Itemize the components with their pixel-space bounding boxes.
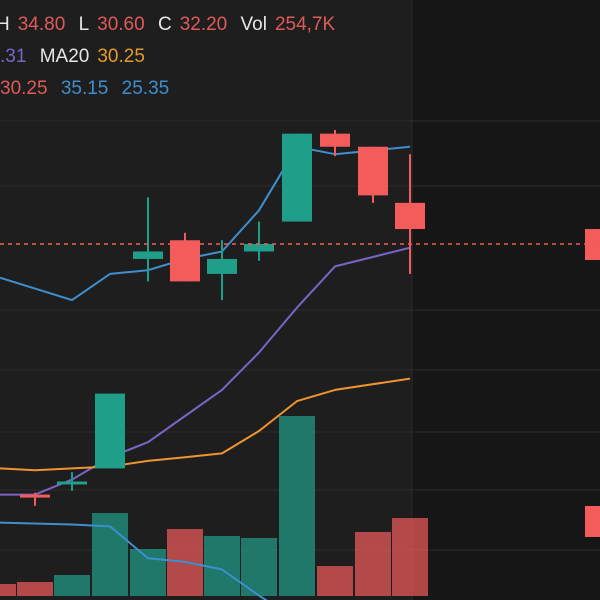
ma20-value: 30.25	[97, 46, 145, 67]
volume-bar-1	[17, 582, 53, 596]
candle-1	[57, 472, 87, 491]
close-value: 32.20	[179, 14, 228, 35]
volume-bar-2	[54, 575, 90, 596]
high-value: 34.80	[17, 14, 66, 35]
candle-body-0	[20, 494, 50, 498]
candle-8	[320, 129, 350, 157]
candle-body-5	[207, 258, 237, 274]
candle-body-1	[57, 481, 87, 485]
volume-label: Vol	[240, 14, 267, 35]
candle-5	[207, 240, 237, 301]
band-legend: 30.25 35.15 25.35	[0, 76, 177, 102]
volume-bar-11	[392, 518, 428, 596]
candle-body-4	[170, 240, 200, 282]
candle-body-3	[133, 251, 163, 259]
ohlcv-legend: H 34.80 L 30.60 C 32.20 Vol 254,7K	[0, 12, 343, 38]
candle-0	[20, 492, 50, 506]
candle-7	[282, 133, 312, 222]
right-edge-volume	[585, 506, 600, 537]
volume-bar-0	[0, 584, 16, 596]
band-lower-line	[0, 521, 268, 600]
candle-body-7	[282, 133, 312, 222]
candle-body-9	[358, 146, 388, 196]
ma-short-line	[0, 246, 411, 496]
ma20-label: MA20	[39, 46, 90, 67]
candles	[20, 129, 425, 506]
candle-9	[358, 146, 388, 203]
ma-legend: .31 MA20 30.25	[0, 44, 153, 70]
band-value-2: 35.15	[60, 78, 109, 99]
ma20-line	[0, 377, 411, 472]
volume-bar-4	[130, 549, 166, 596]
ma-short-value: .31	[0, 46, 27, 67]
band-upper-line	[0, 145, 411, 302]
volume-bar-8	[279, 416, 315, 596]
volume-value: 254,7K	[274, 14, 336, 35]
band-lines	[0, 145, 411, 600]
candle-body-6	[244, 244, 274, 252]
future-area	[412, 0, 600, 600]
close-label: C	[157, 14, 172, 35]
low-value: 30.60	[97, 14, 145, 35]
high-label: H	[0, 14, 10, 35]
low-label: L	[78, 14, 90, 35]
candle-4	[170, 232, 200, 282]
band-value-3: 25.35	[121, 78, 170, 99]
candle-6	[244, 221, 274, 261]
volume-bar-10	[355, 532, 391, 596]
volume-bar-9	[317, 566, 353, 596]
candle-body-10	[395, 202, 425, 230]
candle-10	[395, 154, 425, 274]
candle-3	[133, 197, 163, 282]
band-value-1: 30.25	[0, 78, 48, 99]
volume-bars	[0, 229, 600, 596]
candle-body-2	[95, 393, 125, 469]
moving-averages	[0, 246, 411, 496]
candle-body-8	[320, 133, 350, 147]
candle-2	[95, 393, 125, 469]
